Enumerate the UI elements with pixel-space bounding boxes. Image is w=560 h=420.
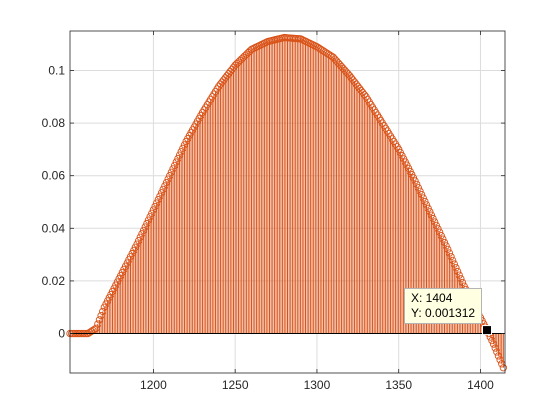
stem-marker <box>172 158 180 166</box>
y-tick-label: 0 <box>58 327 65 341</box>
stem-marker <box>499 364 508 372</box>
stem-marker <box>94 320 102 328</box>
datatip[interactable]: X: 1404 Y: 0.001312 <box>404 288 483 324</box>
stem-marker <box>449 256 457 265</box>
stem-marker <box>143 219 151 228</box>
stem-marker <box>440 238 449 247</box>
y-tick-label: 0.02 <box>42 274 66 288</box>
stem-marker <box>491 344 499 352</box>
stem-marker <box>442 242 450 250</box>
stem-marker <box>421 197 429 206</box>
stem-marker <box>447 253 455 261</box>
stem-marker <box>411 177 419 185</box>
stem-marker <box>154 195 162 204</box>
y-tick-label: 0.06 <box>42 169 66 183</box>
stem-marker <box>413 180 421 189</box>
stem-marker <box>439 235 447 243</box>
stem-marker <box>90 325 99 333</box>
stem-marker <box>139 226 148 235</box>
stem-markers <box>66 33 508 372</box>
stem-marker <box>166 172 174 180</box>
stem-marker <box>494 352 503 360</box>
stem-marker <box>414 184 422 192</box>
axes-box <box>69 30 506 374</box>
stem-marker <box>429 214 437 223</box>
stem-marker <box>488 336 496 345</box>
stem-marker <box>175 151 184 159</box>
stem-marker <box>167 168 176 176</box>
x-tick-label: 1300 <box>304 378 331 392</box>
stem-marker <box>177 148 185 156</box>
stem-marker <box>164 175 172 183</box>
stem-marker <box>427 211 436 219</box>
stem-series <box>89 37 504 368</box>
stem-marker <box>489 340 498 348</box>
stem-marker <box>417 190 426 199</box>
stem-marker <box>92 324 100 332</box>
stem-marker <box>437 232 445 240</box>
stem-marker <box>422 201 431 209</box>
datatip-y: Y: 0.001312 <box>411 306 476 320</box>
axis-tick-labels: 1200 1250 1300 1350 1400 0 0.02 0.04 0.06 0.08 0.1 <box>42 63 494 392</box>
stem-marker <box>171 161 179 170</box>
stem-marker <box>445 249 454 257</box>
stem-marker <box>133 240 141 248</box>
x-tick-label: 1400 <box>467 378 494 392</box>
stem-marker <box>161 182 169 190</box>
y-tick-label: 0.04 <box>42 221 66 235</box>
stem-marker <box>457 275 465 283</box>
x-tick-label: 1250 <box>222 378 249 392</box>
stem-marker <box>95 316 104 324</box>
stem-marker <box>144 216 153 224</box>
y-tick-label: 0.08 <box>42 116 66 130</box>
stem-marker <box>496 356 504 364</box>
datatip-marker[interactable] <box>482 325 493 336</box>
stem-marker <box>431 218 439 226</box>
stem-marker <box>434 225 442 233</box>
stem-marker <box>136 233 144 241</box>
datatip-x: X: 1404 <box>411 291 453 305</box>
stem-marker <box>159 185 167 194</box>
stem-marker <box>99 307 107 316</box>
stem-marker <box>174 154 182 163</box>
stem-marker <box>149 206 158 214</box>
stem-marker <box>419 194 427 202</box>
stem-marker <box>151 202 159 211</box>
stem-marker <box>157 189 166 197</box>
stem-marker <box>138 230 146 238</box>
axis-ticks <box>70 31 505 373</box>
y-tick-label: 0.1 <box>48 63 65 77</box>
stem-marker <box>135 237 143 245</box>
stem-marker <box>179 144 187 152</box>
stem-marker <box>426 208 434 216</box>
stem-marker <box>452 264 460 272</box>
stem-marker <box>97 311 105 320</box>
stem-marker <box>162 178 171 187</box>
stem-marker <box>153 199 161 207</box>
stem-marker <box>444 245 452 254</box>
stem-marker <box>180 141 189 149</box>
stem-marker <box>156 192 164 200</box>
stem-marker <box>148 209 156 217</box>
x-tick-label: 1350 <box>385 378 412 392</box>
stem-marker <box>141 223 149 231</box>
stem-marker <box>169 165 177 173</box>
stem-marker <box>416 187 424 195</box>
stem-marker <box>435 228 444 236</box>
stem-marker <box>458 278 467 287</box>
stem-marker <box>432 221 440 230</box>
stem-marker <box>493 348 501 356</box>
stem-marker <box>424 204 432 212</box>
stem-marker <box>455 271 463 279</box>
stem-marker <box>146 213 154 221</box>
stem-marker <box>450 260 458 268</box>
x-tick-label: 1200 <box>140 378 167 392</box>
stem-marker <box>453 267 462 276</box>
